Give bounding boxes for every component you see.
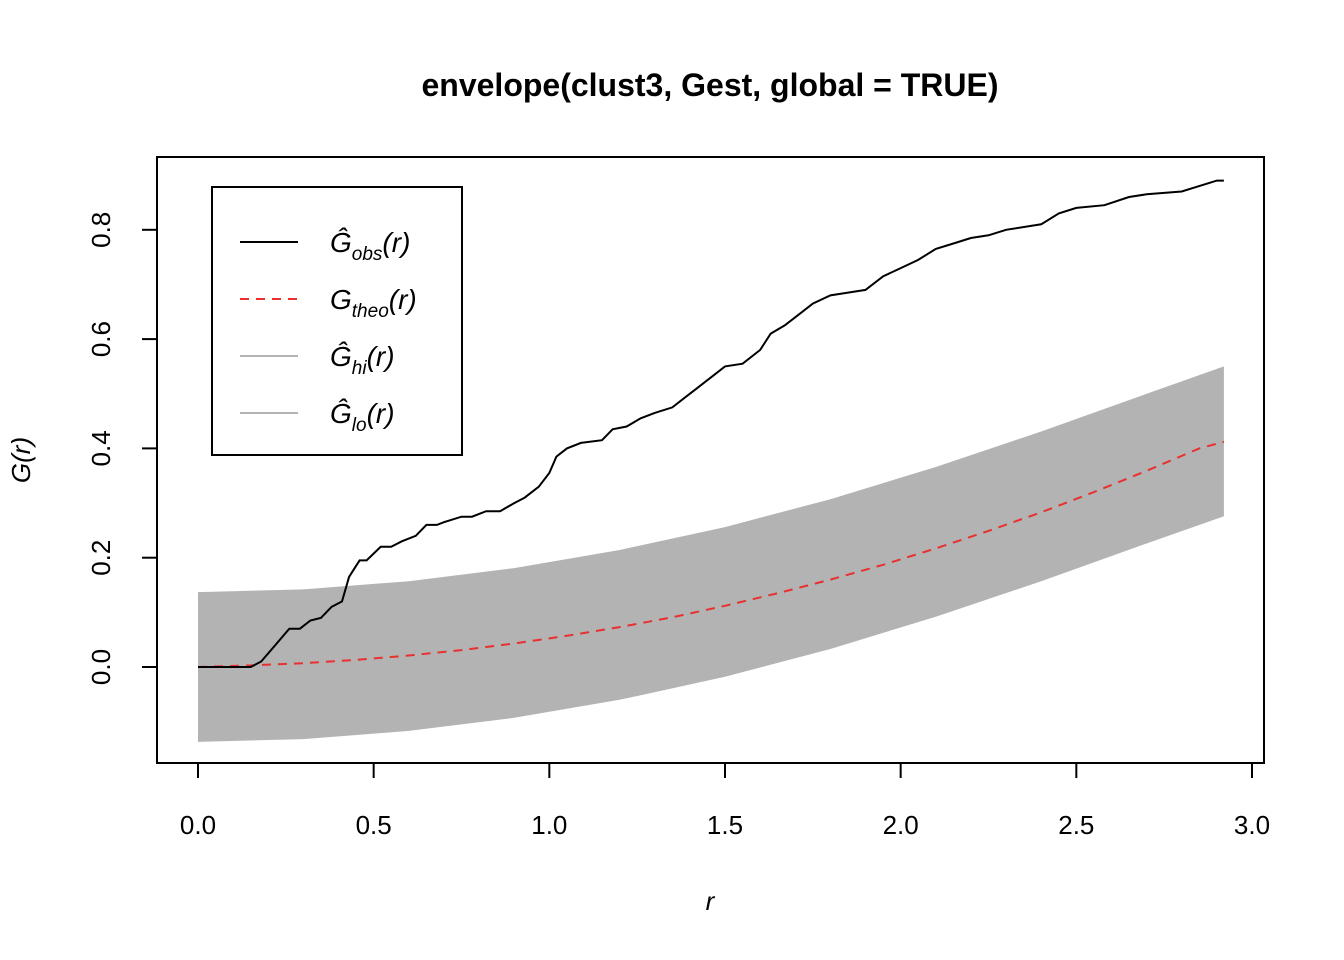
x-axis: 0.0 0.5 1.0 1.5 2.0 2.5 3.0 — [180, 762, 1270, 840]
x-tick-label: 1.0 — [531, 810, 567, 840]
y-axis-label: G(r) — [6, 437, 36, 483]
x-tick-label: 3.0 — [1234, 810, 1270, 840]
y-tick-label: 0.2 — [86, 540, 116, 576]
y-tick-label: 0.8 — [86, 212, 116, 248]
legend-entry-theo: Gtheo(r) — [240, 284, 417, 322]
x-tick-label: 0.0 — [180, 810, 216, 840]
legend-entry-lo: Ĝlo(r) — [240, 398, 395, 436]
x-tick-label: 1.5 — [707, 810, 743, 840]
legend-label: Ĝlo(r) — [330, 398, 395, 436]
y-tick-label: 0.0 — [86, 649, 116, 685]
legend-label: Gtheo(r) — [330, 284, 417, 322]
x-tick-label: 0.5 — [356, 810, 392, 840]
x-tick-label: 2.5 — [1058, 810, 1094, 840]
y-tick-label: 0.6 — [86, 321, 116, 357]
y-tick-label: 0.4 — [86, 430, 116, 466]
legend-entry-obs: Ĝobs(r) — [240, 227, 410, 265]
x-tick-label: 2.0 — [883, 810, 919, 840]
envelope-band — [198, 366, 1224, 742]
chart-title: envelope(clust3, Gest, global = TRUE) — [421, 67, 998, 103]
legend: Ĝobs(r) Gtheo(r) Ĝhi(r) Ĝlo(r) — [211, 186, 463, 456]
legend-label: Ĝobs(r) — [330, 227, 410, 265]
legend-box — [211, 186, 463, 456]
theoretical-line — [197, 440, 1225, 668]
legend-entry-hi: Ĝhi(r) — [240, 341, 395, 379]
y-axis: 0.0 0.2 0.4 0.6 0.8 — [86, 212, 158, 685]
legend-label: Ĝhi(r) — [330, 341, 395, 379]
observed-line — [198, 179, 1224, 668]
x-axis-label: r — [706, 886, 716, 916]
